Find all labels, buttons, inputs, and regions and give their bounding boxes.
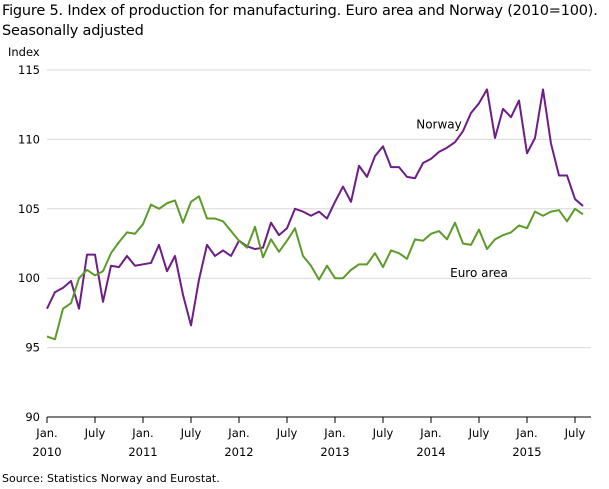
x-tick-label: July	[564, 426, 586, 440]
y-tick-label: 90	[25, 410, 40, 424]
x-tick-label: Jan.	[323, 426, 345, 440]
x-tick-label: July	[372, 426, 394, 440]
x-tick-year-label: 2013	[320, 445, 349, 459]
series-labels: Norway Euro area	[416, 117, 508, 280]
series-line-euro-area	[46, 195, 584, 341]
x-tick-year-label: 2011	[128, 445, 157, 459]
x-tick-label: Jan.	[515, 426, 537, 440]
x-tick-year-label: 2012	[224, 445, 253, 459]
chart-title: Figure 5. Index of production for manufa…	[2, 3, 598, 39]
x-tick-label: July	[276, 426, 298, 440]
source-note: Source: Statistics Norway and Eurostat.	[2, 472, 220, 485]
y-axis-label: Index	[8, 45, 40, 59]
y-tick-label: 100	[18, 271, 40, 285]
x-tick-label: Jan.	[419, 426, 441, 440]
x-tick-label: Jan.	[227, 426, 249, 440]
series-line-norway	[46, 88, 584, 327]
x-tick-year-label: 2014	[416, 445, 445, 459]
x-tick-year-label: 2015	[512, 445, 541, 459]
x-tick-label: July	[180, 426, 202, 440]
x-tick-label: July	[84, 426, 106, 440]
x-tick-label: Jan.	[35, 426, 57, 440]
y-tick-label: 115	[18, 63, 40, 77]
y-tick-label: 95	[25, 341, 40, 355]
y-tick-label: 110	[18, 132, 40, 146]
x-tick-label: July	[468, 426, 490, 440]
x-tick-label: Jan.	[131, 426, 153, 440]
gridlines	[47, 69, 591, 349]
series-label-norway: Norway	[416, 117, 462, 131]
y-tick-label: 105	[18, 202, 40, 216]
axes: 90 95 100 105 110 115 Index Jan. 2010 July Jan. 201…	[8, 45, 591, 459]
series-label-euro-area: Euro area	[450, 266, 508, 280]
series-lines	[46, 88, 584, 341]
x-tick-year-label: 2010	[32, 445, 61, 459]
